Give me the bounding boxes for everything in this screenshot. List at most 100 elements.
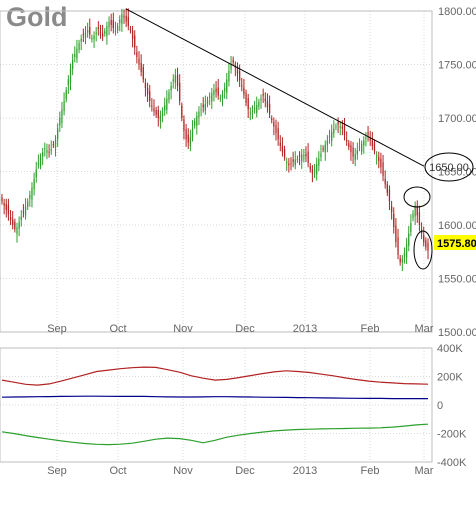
candle-body bbox=[262, 93, 264, 96]
candle-body bbox=[116, 25, 119, 31]
candle-body bbox=[191, 128, 194, 138]
candle-body bbox=[123, 15, 125, 18]
candle-body bbox=[219, 97, 221, 99]
candle-body bbox=[401, 259, 403, 263]
candle-body bbox=[369, 138, 371, 141]
candle-body bbox=[101, 33, 104, 37]
candle-body bbox=[399, 258, 401, 263]
candle-body bbox=[31, 187, 33, 200]
candle-body bbox=[339, 126, 341, 128]
price-x-tick-5: Feb bbox=[361, 323, 380, 335]
candle-body bbox=[33, 178, 35, 190]
candle-body bbox=[408, 233, 410, 246]
candle-body bbox=[82, 34, 84, 36]
candle-body bbox=[414, 205, 416, 217]
candle-body bbox=[316, 164, 318, 175]
candle-body bbox=[215, 88, 217, 93]
candle-body bbox=[52, 144, 55, 146]
candle-body bbox=[119, 19, 121, 23]
candle-body bbox=[42, 152, 44, 157]
candle-body bbox=[311, 169, 314, 174]
candle-body bbox=[318, 158, 320, 166]
candle-body bbox=[230, 64, 232, 70]
candle-body bbox=[104, 31, 106, 34]
candle-body bbox=[326, 140, 329, 145]
candle-body bbox=[288, 163, 290, 166]
candle-body bbox=[153, 107, 155, 112]
candle-body bbox=[305, 153, 307, 157]
candle-body bbox=[388, 189, 391, 202]
candle-body bbox=[72, 60, 74, 69]
candle-body bbox=[241, 85, 243, 87]
candle-body bbox=[179, 82, 181, 101]
candle-body bbox=[427, 242, 429, 251]
candle-body bbox=[335, 126, 337, 128]
candle-body bbox=[57, 128, 59, 140]
candle-body bbox=[200, 109, 202, 111]
candle-body bbox=[273, 121, 275, 127]
candle-body bbox=[307, 151, 309, 163]
candle-body bbox=[425, 240, 427, 248]
candle-body bbox=[168, 92, 170, 101]
candle-body bbox=[76, 48, 78, 59]
peak-circle bbox=[403, 186, 431, 208]
candle-body bbox=[183, 119, 185, 131]
candle-body bbox=[59, 118, 61, 126]
candle-body bbox=[140, 62, 142, 72]
candle-body bbox=[211, 93, 213, 102]
candle-body bbox=[146, 88, 149, 95]
candle-body bbox=[221, 94, 224, 98]
candle-body bbox=[27, 201, 29, 207]
candle-body bbox=[346, 139, 348, 142]
candle-body bbox=[24, 206, 27, 216]
candle-body bbox=[264, 98, 266, 101]
candle-body bbox=[95, 32, 97, 35]
candle-body bbox=[61, 109, 63, 123]
candle-body bbox=[125, 15, 127, 22]
candle-body bbox=[46, 150, 48, 153]
candle-body bbox=[290, 163, 292, 165]
candle-body bbox=[86, 30, 89, 33]
candle-body bbox=[371, 140, 373, 146]
candle-body bbox=[418, 212, 421, 225]
candle-body bbox=[309, 166, 311, 170]
candle-body bbox=[393, 213, 395, 228]
candle-body bbox=[155, 109, 157, 115]
candle-body bbox=[296, 158, 299, 160]
price-plot-frame bbox=[0, 10, 433, 333]
candle-body bbox=[251, 111, 254, 113]
price-grid bbox=[0, 10, 432, 333]
volume-y-tick-3: -200K bbox=[437, 429, 467, 441]
volume-x-tick-1: Oct bbox=[109, 465, 126, 477]
annotation-label: 1650.00 bbox=[429, 162, 469, 174]
price-candles bbox=[1, 8, 429, 272]
candle-body bbox=[37, 162, 40, 165]
volume-x-ticks: Sep Oct Nov Dec 2013 Feb Mar bbox=[47, 465, 434, 477]
volume-x-tick-0: Sep bbox=[47, 465, 67, 477]
candle-body bbox=[266, 100, 269, 108]
price-x-tick-1: Oct bbox=[109, 323, 126, 335]
candle-body bbox=[129, 29, 132, 31]
candle-body bbox=[121, 14, 123, 25]
volume-x-tick-5: Feb bbox=[361, 465, 380, 477]
candle-body bbox=[324, 144, 326, 153]
candle-body bbox=[35, 169, 37, 178]
candle-body bbox=[172, 79, 174, 82]
price-x-tick-6: Mar bbox=[415, 323, 434, 335]
candle-body bbox=[106, 25, 108, 37]
candle-body bbox=[97, 27, 99, 30]
candle-body bbox=[286, 161, 288, 163]
candle-body bbox=[390, 206, 393, 213]
candle-body bbox=[243, 87, 245, 95]
volume-x-tick-6: Mar bbox=[415, 465, 434, 477]
candle-body bbox=[209, 96, 211, 98]
candle-body bbox=[174, 75, 177, 83]
candle-body bbox=[416, 205, 418, 216]
candle-body bbox=[313, 169, 316, 171]
candle-body bbox=[157, 109, 159, 118]
volume-y-tick-2: 0 bbox=[437, 400, 443, 412]
candle-body bbox=[18, 221, 20, 229]
candle-body bbox=[112, 20, 114, 29]
volume-lines bbox=[1, 366, 429, 446]
